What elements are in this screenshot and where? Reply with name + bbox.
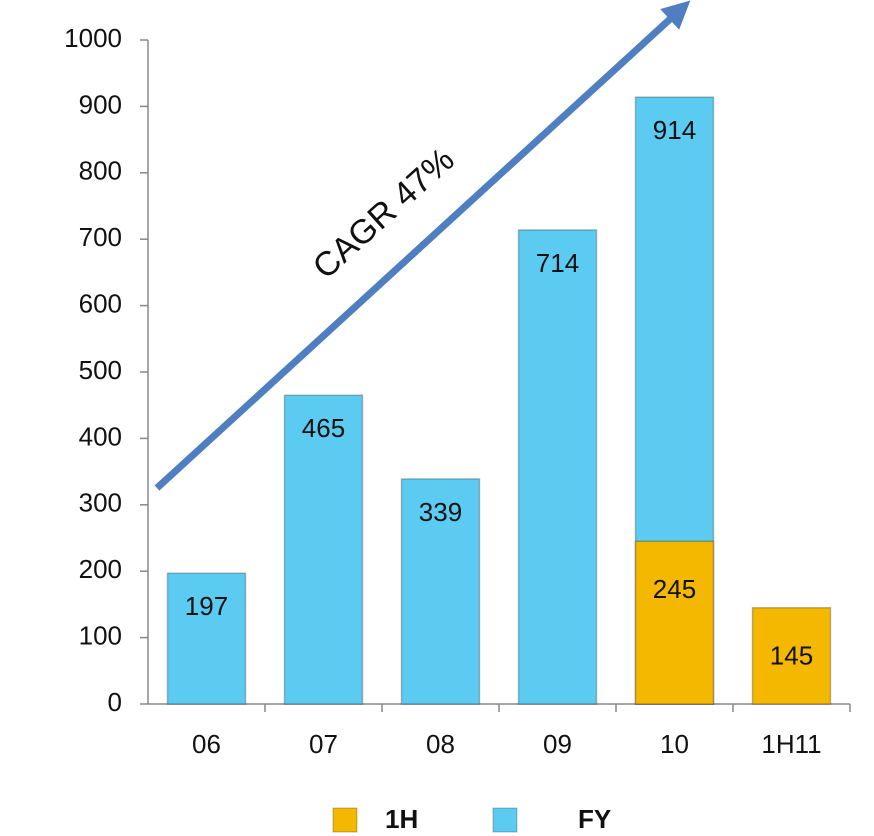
bar <box>517 229 598 705</box>
bar <box>283 394 364 705</box>
annotation: CAGR 47% <box>306 141 462 287</box>
y-tick-label: 400 <box>79 421 122 451</box>
x-tick-label: 07 <box>309 729 338 759</box>
bar <box>166 572 247 705</box>
data-label: 245 <box>653 574 696 604</box>
legend-label: FY <box>578 804 611 834</box>
y-tick-label: 800 <box>79 156 122 186</box>
x-tick-label: 1H11 <box>761 729 821 759</box>
y-tick-label: 700 <box>79 222 122 252</box>
y-tick-label: 900 <box>79 89 122 119</box>
data-label: 145 <box>770 641 813 671</box>
x-tick-label: 06 <box>192 729 221 759</box>
data-label: 714 <box>536 248 579 278</box>
data-label: 914 <box>653 115 696 145</box>
data-label: 339 <box>419 497 462 527</box>
x-tick-label: 10 <box>660 729 689 759</box>
legend-swatch <box>332 807 358 833</box>
y-tick-label: 600 <box>79 288 122 318</box>
legend-label: 1H <box>385 804 418 834</box>
y-tick-label: 300 <box>79 488 122 518</box>
bar <box>400 478 481 705</box>
y-tick-label: 0 <box>108 687 122 717</box>
bar <box>634 540 715 705</box>
y-tick-label: 1000 <box>64 23 122 53</box>
data-label: 197 <box>185 591 228 621</box>
y-tick-label: 200 <box>79 554 122 584</box>
y-tick-label: 100 <box>79 620 122 650</box>
bar <box>751 606 832 705</box>
legend-swatch <box>492 807 518 833</box>
x-tick-label: 08 <box>426 729 455 759</box>
data-label: 465 <box>302 413 345 443</box>
y-tick-label: 500 <box>79 355 122 385</box>
x-tick-label: 09 <box>543 729 572 759</box>
cagr-arrow <box>154 0 691 491</box>
